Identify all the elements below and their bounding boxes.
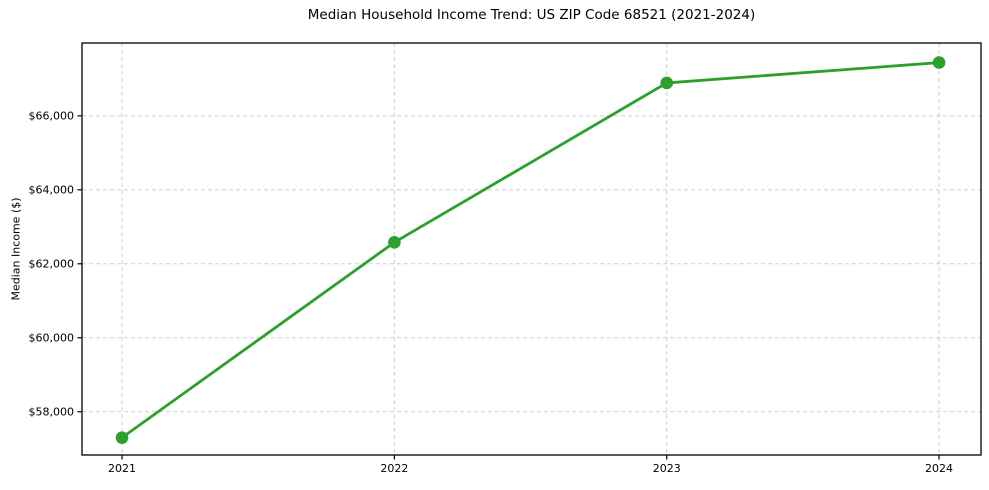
x-tick-label: 2024 bbox=[925, 462, 953, 475]
chart-title: Median Household Income Trend: US ZIP Co… bbox=[307, 7, 756, 23]
y-tick-label: $62,000 bbox=[29, 258, 75, 271]
data-point-marker-2022 bbox=[388, 236, 401, 249]
data-point-marker-2021 bbox=[115, 431, 129, 444]
y-tick-label: $58,000 bbox=[29, 406, 75, 419]
x-tick-label: 2022 bbox=[380, 462, 408, 475]
data-point-marker-2023 bbox=[660, 76, 674, 90]
plot-border bbox=[81, 42, 982, 456]
y-tick-label: $66,000 bbox=[29, 110, 75, 123]
y-tick-label: $64,000 bbox=[29, 184, 75, 197]
y-tick-label: $60,000 bbox=[29, 332, 75, 345]
data-point-marker-2024 bbox=[932, 56, 946, 69]
x-tick-label: 2021 bbox=[108, 462, 136, 475]
x-tick-label: 2023 bbox=[653, 462, 681, 475]
income-trend-line bbox=[120, 61, 941, 440]
